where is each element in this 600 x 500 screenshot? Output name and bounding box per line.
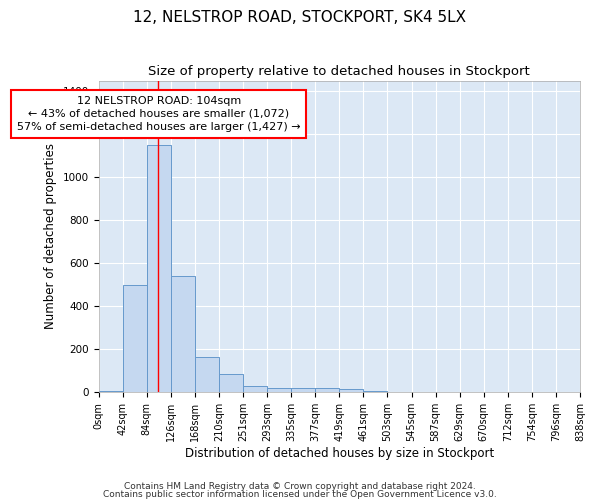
Bar <box>267 388 291 392</box>
Bar <box>291 388 315 392</box>
Y-axis label: Number of detached properties: Number of detached properties <box>44 144 57 330</box>
Bar <box>147 145 171 392</box>
Bar <box>171 276 195 392</box>
Bar <box>340 389 364 392</box>
Bar <box>123 285 147 393</box>
Text: 12, NELSTROP ROAD, STOCKPORT, SK4 5LX: 12, NELSTROP ROAD, STOCKPORT, SK4 5LX <box>133 10 467 25</box>
Bar <box>315 388 340 392</box>
Text: Contains HM Land Registry data © Crown copyright and database right 2024.: Contains HM Land Registry data © Crown c… <box>124 482 476 491</box>
X-axis label: Distribution of detached houses by size in Stockport: Distribution of detached houses by size … <box>185 447 494 460</box>
Text: Contains public sector information licensed under the Open Government Licence v3: Contains public sector information licen… <box>103 490 497 499</box>
Bar <box>219 374 243 392</box>
Bar <box>195 357 219 392</box>
Text: 12 NELSTROP ROAD: 104sqm
← 43% of detached houses are smaller (1,072)
57% of sem: 12 NELSTROP ROAD: 104sqm ← 43% of detach… <box>17 96 301 132</box>
Title: Size of property relative to detached houses in Stockport: Size of property relative to detached ho… <box>148 65 530 78</box>
Bar <box>243 386 267 392</box>
